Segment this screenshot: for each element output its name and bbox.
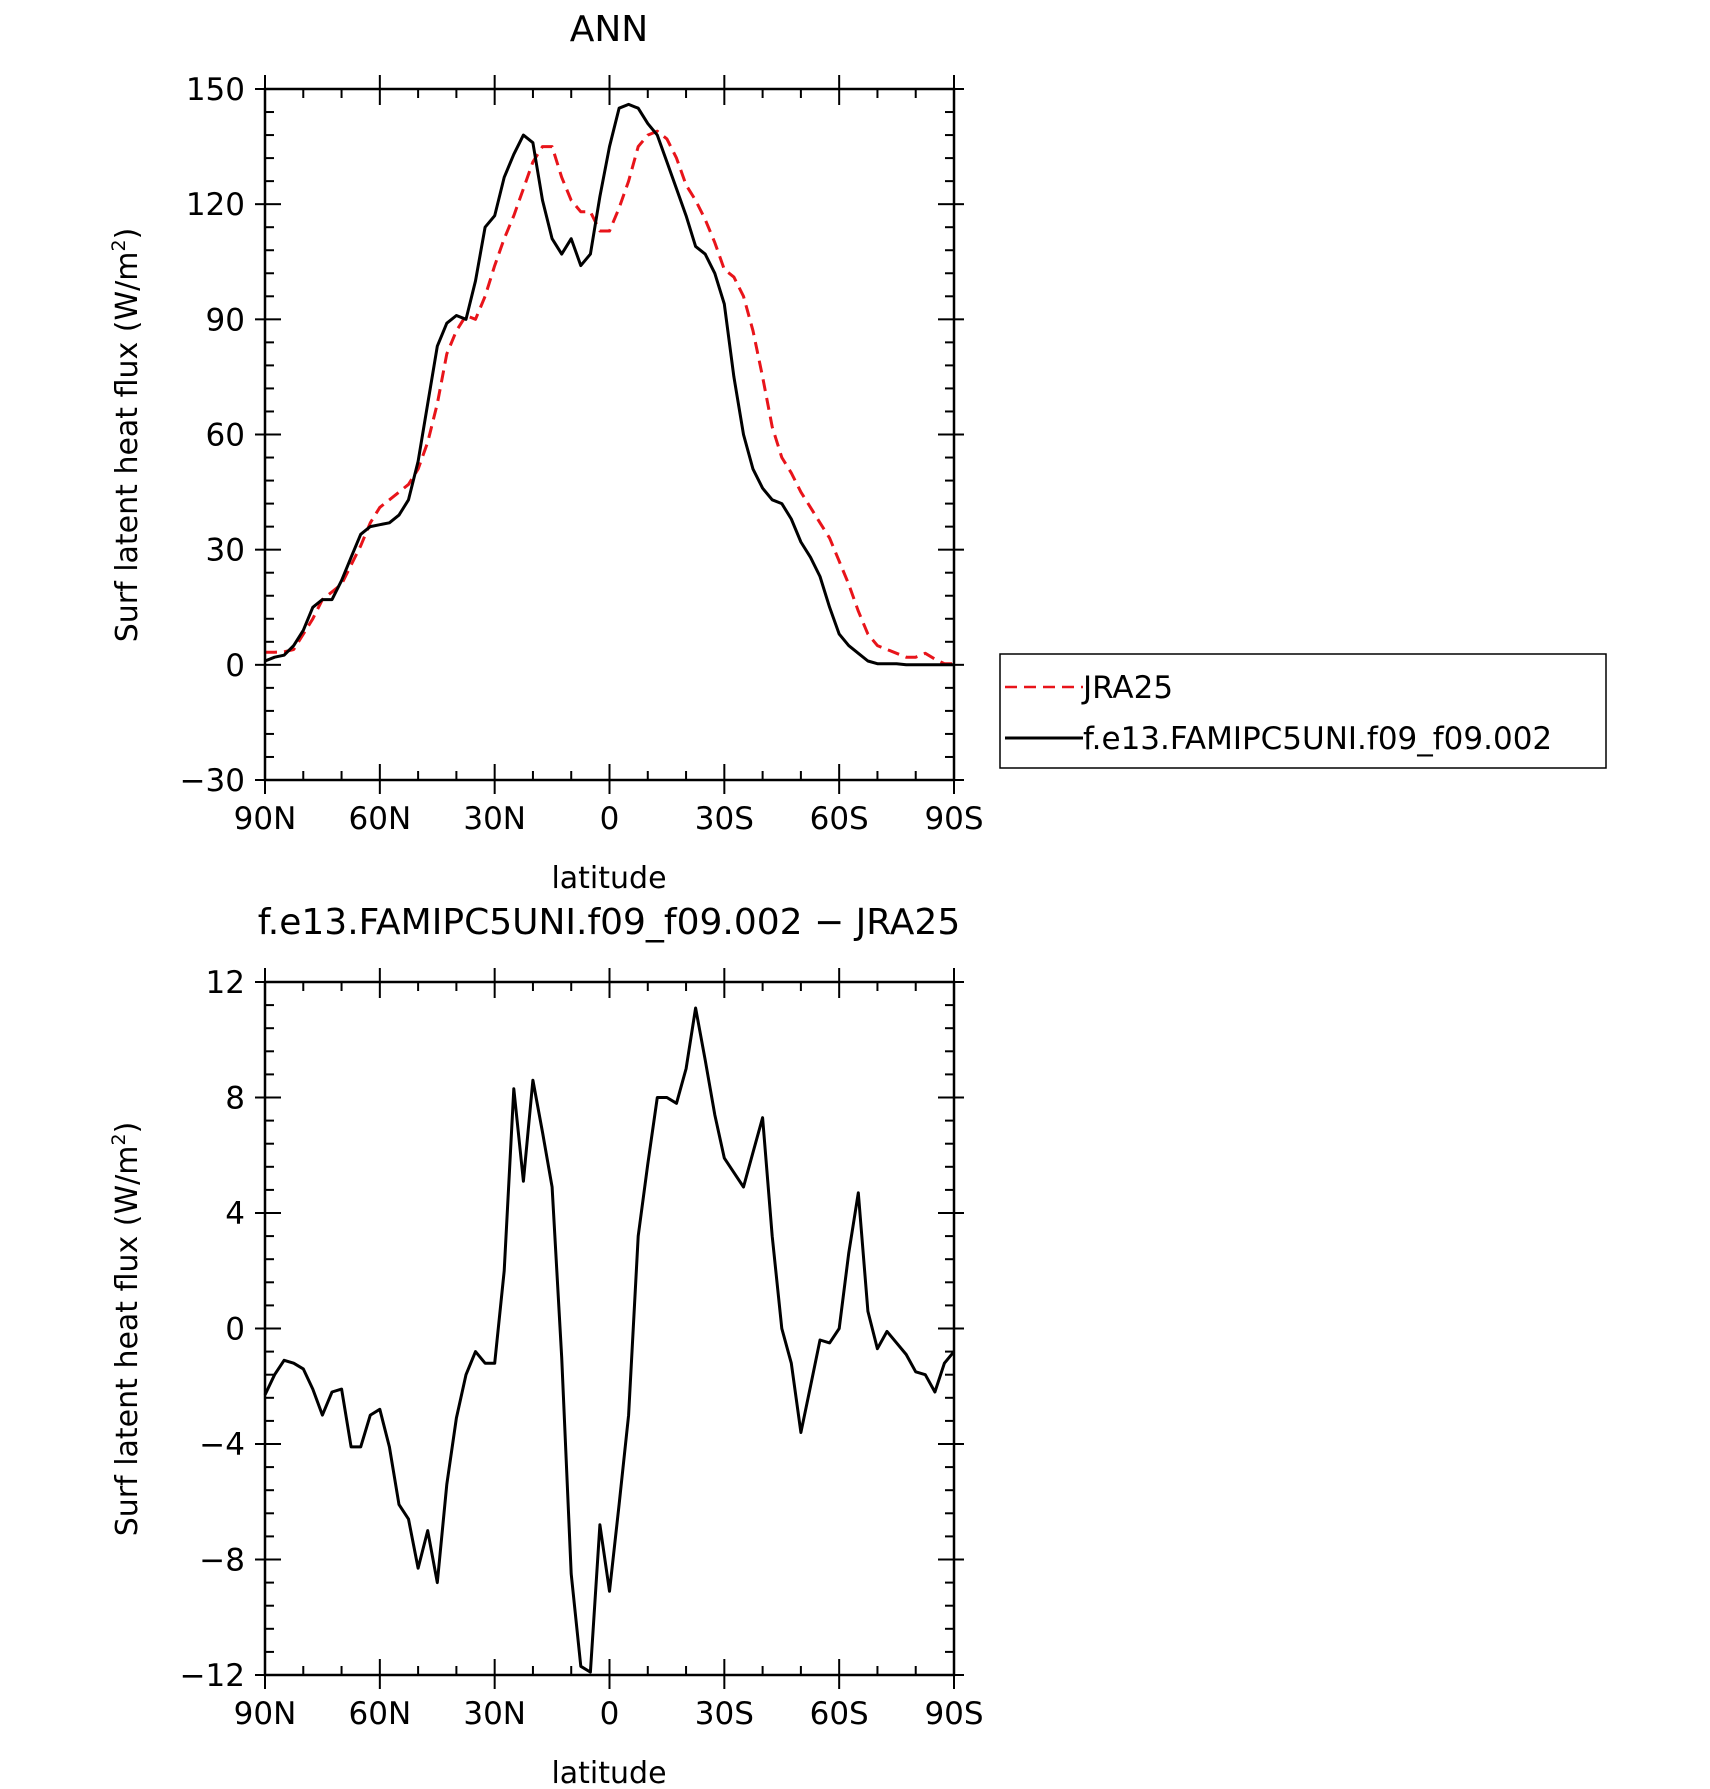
top-y-tick-label: 60 <box>206 418 245 454</box>
bottom-y-tick-label: 4 <box>225 1196 245 1232</box>
top-y-tick-label: 30 <box>206 533 245 569</box>
top-x-tick-label: 0 <box>600 801 620 837</box>
bottom-y-tick-label: −8 <box>199 1543 245 1579</box>
bottom-x-tick-label: 90N <box>234 1696 297 1732</box>
top-y-tick-label: −30 <box>180 763 245 799</box>
top-x-tick-label: 90S <box>924 801 983 837</box>
top-x-axis-label: latitude <box>551 861 666 896</box>
top-y-tick-label: 90 <box>206 302 245 338</box>
bottom-x-axis-label: latitude <box>551 1756 666 1789</box>
bottom-y-tick-label: −4 <box>199 1427 245 1463</box>
top-x-tick-label: 60N <box>349 801 412 837</box>
bottom-y-tick-label: 0 <box>225 1312 245 1348</box>
top-series-line-0 <box>265 129 954 666</box>
top-series-group <box>264 102 954 667</box>
top-y-tick-label: 0 <box>225 648 245 684</box>
bottom-series-line-0 <box>263 1006 956 1674</box>
top-y-tick-label: 120 <box>186 187 245 223</box>
legend-label-model: f.e13.FAMIPC5UNI.f09_f09.002 <box>1083 721 1552 757</box>
top-plot-frame <box>263 87 956 782</box>
top-series-line-1 <box>264 102 954 667</box>
legend-box <box>999 653 1607 769</box>
bottom-y-tick-label: −12 <box>180 1658 245 1694</box>
bottom-plot-frame <box>263 980 956 1677</box>
top-x-tick-label: 60S <box>810 801 869 837</box>
bottom-x-tick-label: 60N <box>349 1696 412 1732</box>
top-panel-title: ANN <box>570 9 649 50</box>
bottom-y-tick-label: 8 <box>225 1081 245 1117</box>
bottom-y-axis-label: Surf latent heat flux (W/m2) <box>108 1122 145 1537</box>
bottom-x-tick-label: 60S <box>810 1696 869 1732</box>
bottom-x-tick-label: 30N <box>463 1696 526 1732</box>
bottom-panel: f.e13.FAMIPC5UNI.f09_f09.002 − JRA25 −12… <box>108 902 984 1789</box>
legend: JRA25 f.e13.FAMIPC5UNI.f09_f09.002 <box>999 653 1607 769</box>
top-y-tick-label: 150 <box>186 72 245 108</box>
bottom-axes-group: −12 −8 −4 0 4 8 12 90N 60N 30N 0 30S 60S 90S <box>180 965 984 1732</box>
top-x-tick-label: 30N <box>463 801 526 837</box>
bottom-x-tick-label: 0 <box>600 1696 620 1732</box>
bottom-panel-title: f.e13.FAMIPC5UNI.f09_f09.002 − JRA25 <box>258 902 960 943</box>
bottom-x-tick-label: 30S <box>695 1696 754 1732</box>
bottom-x-tick-label: 90S <box>924 1696 983 1732</box>
bottom-series-group <box>263 1006 956 1674</box>
top-x-tick-label: 90N <box>234 801 297 837</box>
top-y-axis-label: Surf latent heat flux (W/m2) <box>108 228 145 643</box>
top-axes-group: −30 0 30 60 90 120 150 90N 60N 30N 0 30S 60S 90S <box>180 72 984 837</box>
bottom-y-tick-label: 12 <box>206 965 245 1001</box>
top-x-tick-label: 30S <box>695 801 754 837</box>
legend-label-jra25: JRA25 <box>1081 670 1173 706</box>
